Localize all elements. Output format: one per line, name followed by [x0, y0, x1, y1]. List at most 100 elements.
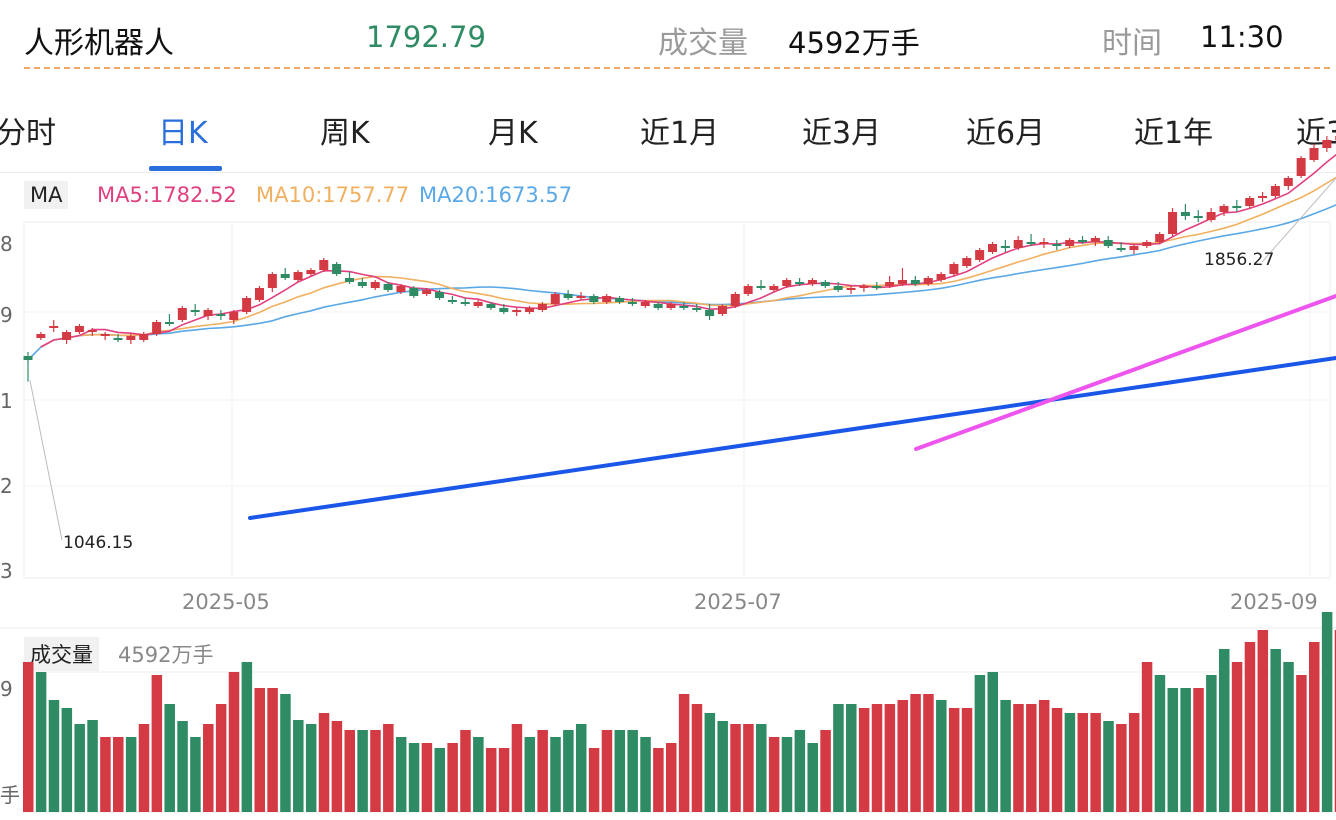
volume-bar: [1334, 630, 1336, 812]
candle-body: [1142, 242, 1152, 246]
volume-bar: [1064, 713, 1076, 812]
volume-bar: [1026, 704, 1037, 812]
tab-weekly-k[interactable]: 周K: [320, 116, 370, 151]
volume-axis-label: 手: [0, 783, 20, 807]
y-axis-label: 3: [0, 559, 13, 583]
volume-bar: [151, 675, 163, 812]
volume-bar: [61, 708, 73, 812]
candle-body: [537, 304, 547, 310]
volume-indicator-label[interactable]: 成交量: [24, 637, 99, 671]
min-leader: [29, 380, 63, 541]
candle-body: [1039, 242, 1049, 244]
x-axis-tick-label: 2025-05: [182, 590, 270, 614]
volume-bar: [1270, 649, 1281, 812]
volume-bar: [511, 724, 523, 812]
volume-bar: [884, 704, 896, 812]
volume-bar: [678, 694, 690, 812]
tab-3-months[interactable]: 近3月: [802, 116, 882, 151]
volume-bar: [305, 724, 317, 812]
candle-body: [1065, 240, 1075, 246]
volume-bar: [858, 708, 870, 812]
volume-bar: [1244, 642, 1256, 812]
candle-body: [1155, 234, 1165, 242]
volume-bar: [1309, 642, 1320, 812]
candle-body: [203, 310, 213, 316]
candle-body: [396, 286, 406, 292]
volume-bar: [293, 720, 304, 812]
candle-body: [1232, 206, 1242, 208]
tab-1-year[interactable]: 近1年: [1134, 116, 1214, 151]
candle-body: [1103, 240, 1113, 246]
candle-body: [100, 334, 110, 336]
volume-bar: [100, 737, 111, 812]
tab-6-months[interactable]: 近6月: [966, 116, 1046, 151]
volume-bar: [254, 688, 265, 812]
tab-intraday[interactable]: 分时: [0, 116, 56, 151]
time-label: 时间: [1102, 26, 1162, 61]
volume-bar: [717, 721, 728, 812]
volume-bar: [563, 730, 574, 812]
volume-bar: [1206, 675, 1217, 812]
volume-bar: [833, 704, 844, 812]
volume-bar: [794, 730, 806, 812]
candle-body: [1322, 140, 1332, 148]
candle-body: [1026, 242, 1036, 244]
candle-body: [1052, 244, 1062, 246]
candle-body: [936, 274, 946, 280]
volume-bar: [48, 700, 60, 812]
volume-bar: [370, 730, 381, 812]
volume-bar: [1180, 688, 1191, 812]
candle-body: [447, 300, 457, 302]
candle-body: [139, 334, 149, 340]
candle-body: [229, 312, 239, 320]
volume-bar: [768, 737, 780, 812]
candle-body: [152, 322, 162, 334]
volume-bar: [177, 721, 188, 812]
volume-bar: [614, 730, 626, 812]
tab-1-month[interactable]: 近1月: [640, 116, 720, 151]
volume-bar: [1154, 675, 1166, 812]
volume-bar: [190, 737, 201, 812]
candle-body: [615, 298, 625, 302]
candle-body: [1283, 178, 1293, 186]
volume-bar: [74, 724, 85, 812]
volume-bar: [1257, 630, 1269, 812]
candle-body: [1000, 246, 1010, 248]
volume-bar: [910, 694, 921, 812]
ma20-legend: MA20:1673.57: [419, 183, 573, 207]
volume-bar: [1218, 649, 1230, 812]
volume-bar: [627, 730, 638, 812]
ma-indicator-label[interactable]: MA: [24, 181, 69, 209]
volume-bar: [537, 730, 548, 812]
volume-bar: [743, 724, 754, 812]
volume-bar: [1193, 688, 1204, 812]
trend-line-magenta: [914, 294, 1336, 451]
ma5-line: [40, 153, 1336, 348]
candle-body: [820, 282, 830, 286]
candle-body: [1193, 216, 1203, 218]
candle-body: [795, 282, 805, 284]
candle-body: [23, 356, 33, 360]
ma10-line: [40, 176, 1336, 348]
ma5-legend: MA5:1782.52: [97, 183, 237, 207]
volume-bar: [781, 737, 793, 812]
volume-bar: [383, 724, 394, 812]
candle-body: [1219, 206, 1229, 212]
ma20-line: [27, 204, 1336, 361]
candle-body: [319, 260, 329, 270]
volume-bar: [1128, 713, 1140, 812]
candle-body: [846, 288, 856, 290]
tab-monthly-k[interactable]: 月K: [488, 116, 538, 151]
volume-bar: [974, 675, 986, 812]
volume-bar: [1103, 721, 1114, 812]
candle-body: [357, 282, 367, 286]
candle-body: [949, 264, 959, 274]
tab-daily-k[interactable]: 日K: [158, 116, 208, 151]
candle-body: [332, 264, 342, 274]
max-leader: [1261, 177, 1336, 263]
volume-bar: [23, 662, 34, 812]
candle-body: [1296, 158, 1306, 176]
candle-body: [872, 286, 882, 288]
y-axis-label: 8: [0, 232, 13, 256]
